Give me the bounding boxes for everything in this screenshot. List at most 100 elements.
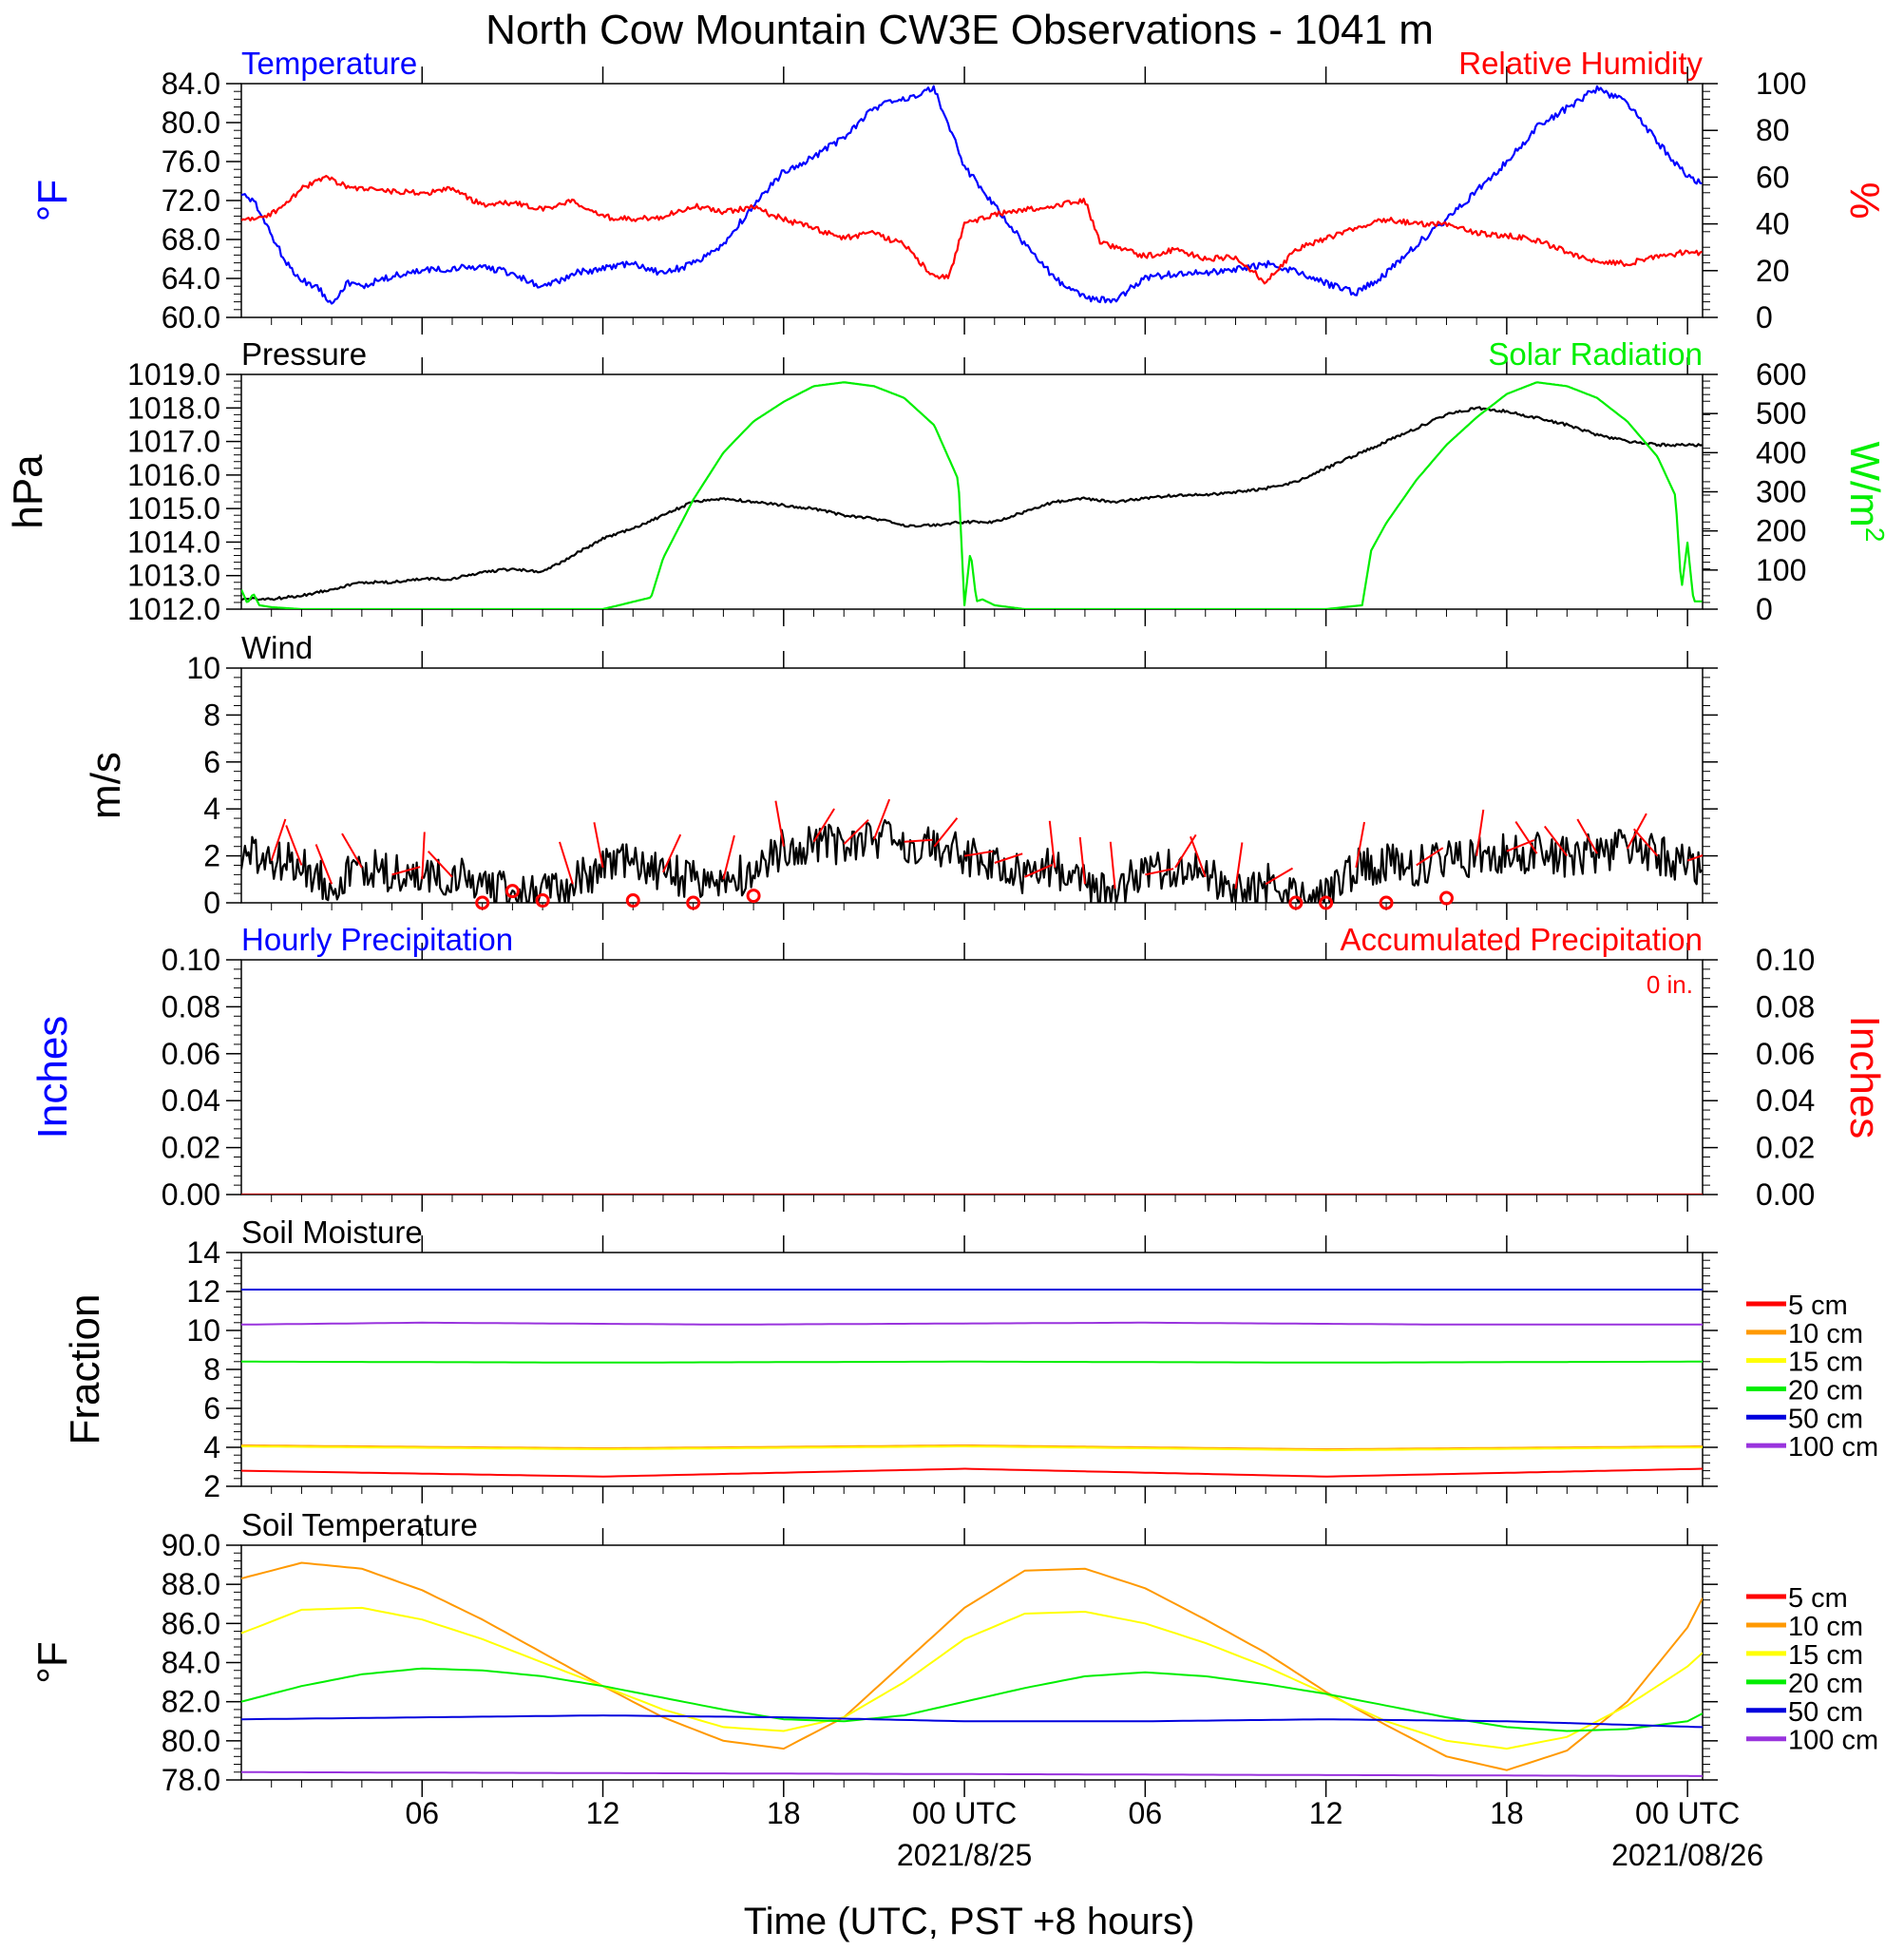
calm-wind-circle [686,895,701,910]
y-tick-label-left: 1019.0 [127,357,220,392]
series-group [241,85,1703,305]
y-tick-label-right: 0 [1756,300,1773,335]
legend-label-15-cm: 15 cm [1788,1640,1863,1671]
series-line-15-cm [241,1445,1703,1452]
series-line-100-cm [241,1770,1703,1777]
calm-wind-circle [475,895,490,910]
y-axis-label-left: Inches [29,1016,76,1139]
y-tick-label-left: 0.00 [162,1177,220,1212]
legend-label-100-cm: 100 cm [1788,1432,1878,1463]
wind-barb [1416,847,1444,867]
y-axis-label-left: Fraction [62,1294,108,1445]
series-line-relative-humidity [241,175,1703,285]
wind-barb [270,818,287,861]
y-tick-label-left: 60.0 [162,300,220,335]
wind-barb [1078,836,1086,885]
x-tick-label: 12 [1309,1796,1343,1830]
y-tick-label-left: 1016.0 [127,458,220,492]
y-axis-label-right: % [1841,182,1888,219]
y-tick-label-right: 0.06 [1756,1037,1815,1071]
panel-title-left: Pressure [241,336,367,372]
panel-title-right: Relative Humidity [1458,46,1703,81]
y-tick-label-left: 1017.0 [127,425,220,459]
wind-barb [559,841,574,885]
legend-label-50-cm: 50 cm [1788,1404,1863,1434]
plot-frame [240,667,1704,904]
series-line-wind-speed [241,818,1703,903]
legend-label-15-cm: 15 cm [1788,1348,1863,1378]
wind-barb [1109,841,1116,889]
y-tick-label-left: 1013.0 [127,559,220,593]
y-tick-label-right: 400 [1756,435,1806,469]
wind-barb [873,798,891,840]
y-tick-label-left: 80.0 [162,105,220,140]
y-tick-label-left: 0 [203,886,220,920]
y-tick-label-left: 80.0 [162,1724,220,1758]
wind-barb [904,838,933,843]
y-tick-label-left: 0.06 [162,1037,220,1071]
x-tick-label: 06 [1129,1796,1163,1830]
wind-barb [1576,818,1598,854]
series-group [241,798,1703,903]
panel-title-left: Temperature [241,46,417,81]
calm-wind-circle [1319,895,1334,910]
panel-3: 0 2 4 6 8 10 Wind m/s [83,630,1718,920]
y-tick-label-left: 1015.0 [127,491,220,526]
y-axis-label-left: °F [29,1641,76,1683]
wind-barb [994,852,1023,864]
wind-barb [391,866,421,876]
calm-wind-circle [535,893,550,909]
y-axis-label-right: W/m2 [1841,442,1890,543]
legend-label-10-cm: 10 cm [1788,1612,1863,1642]
panel-4: 0.00 0.02 0.04 0.06 0.08 0.10 0.00 0.02 0.04 0.06… [29,922,1888,1212]
wind-barb [963,850,994,857]
y-tick-label-left: 10 [186,651,220,685]
wind-barb [843,818,869,845]
y-tick-label-right: 0.04 [1756,1083,1815,1118]
x-tick-label: 12 [586,1796,620,1830]
y-tick-label-right: 100 [1756,553,1806,587]
series-line-100-cm [241,1321,1703,1326]
wind-barb [662,833,682,873]
y-tick-label-right: 500 [1756,396,1806,430]
panel-title-right: Solar Radiation [1488,336,1703,372]
x-tick-label: 00 UTC [1635,1796,1740,1830]
y-tick-label-left: 82.0 [162,1685,220,1719]
wind-barb [1355,821,1365,869]
legend-label-100-cm: 100 cm [1788,1726,1878,1756]
y-tick-label-right: 0.00 [1756,1177,1815,1212]
series-line-20-cm [241,1360,1703,1364]
calm-wind-circle [1438,890,1454,906]
calm-wind-circle [625,893,640,909]
panel-title-left: Soil Temperature [241,1507,478,1542]
y-tick-label-left: 12 [186,1274,220,1309]
wind-barb [933,817,959,848]
y-tick-label-right: 100 [1756,67,1806,101]
x-tick-label: 18 [1490,1796,1524,1830]
y-tick-label-left: 8 [203,1352,220,1387]
y-tick-label-left: 2 [203,1469,220,1503]
series-line-5-cm [241,1467,1703,1478]
x-axis-title: Time (UTC, PST +8 hours) [744,1901,1195,1942]
y-axis-label-left: °F [29,180,76,221]
wind-barb [1632,828,1659,857]
calm-wind-circle [1288,895,1304,910]
series-line-10-cm [241,1561,1703,1771]
wind-barb [1024,863,1053,878]
wind-barb [421,832,426,880]
y-tick-label-left: 1012.0 [127,592,220,626]
x-tick-label: 18 [767,1796,801,1830]
wind-barb [341,832,363,869]
series-line-pressure [241,406,1703,602]
panel-title-left: Soil Moisture [241,1215,423,1250]
wind-barb [1514,821,1538,854]
plot-frame [240,1252,1704,1487]
series-group [241,1289,1703,1478]
wind-barb [812,808,835,843]
y-tick-label-left: 2 [203,839,220,873]
y-tick-label-left: 0.10 [162,943,220,977]
y-tick-label-left: 1018.0 [127,391,220,425]
